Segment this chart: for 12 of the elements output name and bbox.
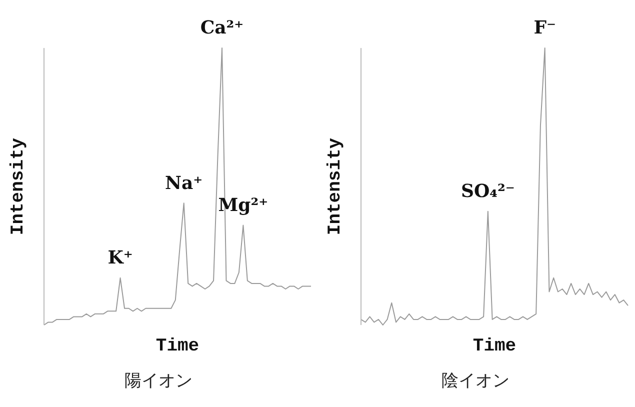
annotation: F⁻ <box>534 18 556 39</box>
y-axis-title: Intensity <box>326 138 346 236</box>
text: 陰イオン <box>440 370 510 392</box>
annotation: SO₄²⁻ <box>460 181 515 202</box>
x-axis-title: Time <box>156 336 200 357</box>
annotation: Ca²⁺ <box>200 18 244 39</box>
y-axis-title: Intensity <box>8 138 29 236</box>
text: 陽イオン <box>124 370 194 392</box>
annotation: Na⁺ <box>165 172 203 194</box>
x-axis-title: Time <box>472 336 516 357</box>
annotation: K⁺ <box>108 248 133 269</box>
annotation: Mg²⁺ <box>218 194 268 216</box>
